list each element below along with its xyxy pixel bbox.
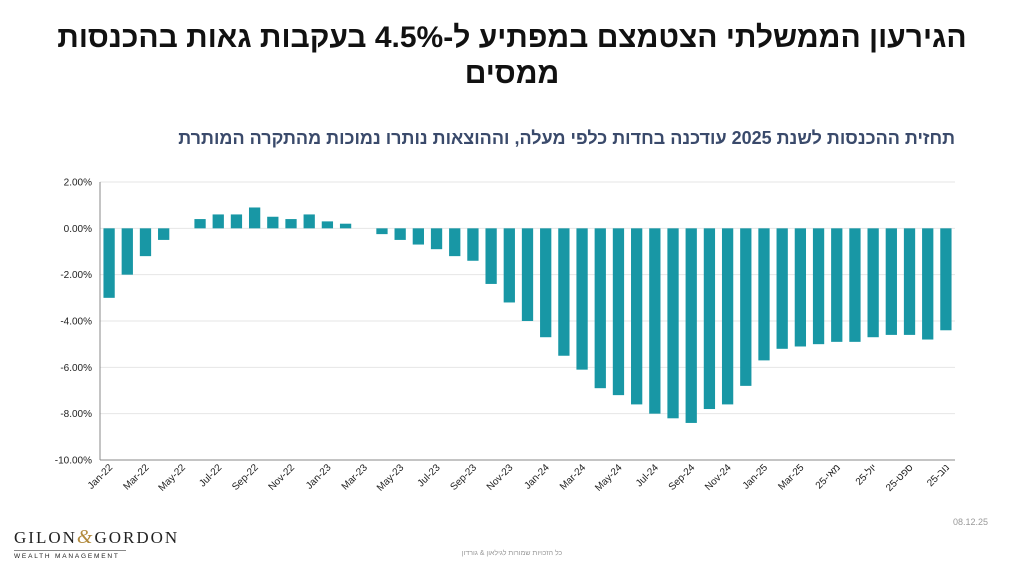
x-tick-label: Jul-23 — [416, 462, 443, 489]
bar-Nov-24 — [721, 228, 734, 405]
x-tick-label: Sep-22 — [230, 462, 261, 493]
bar-Jan-25 — [758, 228, 770, 361]
bar-Sep-22 — [248, 207, 261, 229]
bar-May-24 — [612, 228, 625, 396]
bar-Nov-22 — [285, 219, 297, 229]
x-tick-label: Jan-25 — [741, 462, 771, 492]
bar-ספט-25 — [903, 228, 916, 335]
bar-Nov-23 — [503, 228, 515, 303]
x-tick-label: יול-25 — [853, 462, 879, 488]
bar-Dec-24 — [740, 228, 752, 386]
bar-אוק-25 — [922, 228, 934, 340]
bar-Oct-24 — [703, 228, 716, 410]
bar-Jun-22 — [194, 219, 206, 229]
page-title: הגירעון הממשלתי הצטמצם במפתיע ל-4.5% בעק… — [57, 21, 967, 90]
y-tick-labels: 2.00% 0.00% -2.00% -4.00% -6.00% -8.00% -10.00… — [55, 178, 92, 467]
bar-Dec-23 — [521, 228, 534, 321]
y-tick-label: -8.00% — [60, 409, 92, 420]
x-tick-label: Sep-23 — [448, 462, 479, 493]
y-tick-label: 0.00% — [64, 224, 92, 235]
bar-Sep-24 — [685, 228, 697, 423]
bar-Oct-22 — [267, 216, 279, 229]
bar-Dec-22 — [303, 214, 315, 229]
copyright-footer: כל הזכויות שמורות לגילאון & גורדון — [461, 550, 563, 557]
bar-Jun-24 — [631, 228, 643, 405]
x-tick-label: Mar-25 — [776, 462, 806, 492]
bar-Mar-25 — [794, 228, 807, 347]
bar-Jul-23 — [430, 228, 443, 250]
bar-Feb-24 — [558, 228, 570, 356]
bar-Apr-23 — [376, 228, 388, 235]
bar-Apr-22 — [158, 228, 170, 240]
bar-Aug-22 — [230, 214, 243, 229]
x-tick-labels: Jan-22 Mar-22 May-22 Jul-22 Sep-22 Nov-22 Jan-… — [86, 462, 952, 494]
bar-אוג-25 — [885, 228, 897, 335]
bar-Jan-22 — [103, 228, 115, 298]
x-tick-label: Mar-24 — [558, 462, 588, 492]
bar-Feb-25 — [776, 228, 788, 349]
bar-Jul-22 — [212, 214, 224, 229]
bar-May-23 — [394, 228, 406, 240]
bar-Oct-23 — [485, 228, 497, 284]
bar-Aug-24 — [667, 228, 679, 419]
x-tick-label: ספט-25 — [884, 462, 916, 494]
bar-Sep-23 — [467, 228, 479, 261]
page-subtitle: תחזית ההכנסות לשנת 2025 עודכנה בחדות כלפ… — [178, 128, 955, 148]
x-tick-label: May-24 — [593, 462, 625, 494]
y-tick-label: 2.00% — [64, 178, 92, 189]
bar-נוב-25 — [940, 228, 952, 331]
bar-מאי-25 — [831, 228, 843, 342]
bar-יוני-25 — [849, 228, 861, 342]
axes — [99, 182, 955, 461]
bar-Jul-24 — [649, 228, 661, 414]
bar-Feb-23 — [339, 223, 352, 229]
y-tick-label: -2.00% — [60, 270, 92, 281]
bar-Mar-24 — [576, 228, 588, 370]
x-tick-label: May-22 — [157, 462, 189, 494]
date-label: 08.12.25 — [952, 517, 988, 527]
x-tick-label: Sep-24 — [667, 462, 698, 493]
x-tick-label: Mar-23 — [340, 462, 370, 492]
bar-Mar-22 — [139, 228, 152, 257]
y-tick-label: -10.00% — [55, 456, 92, 467]
x-tick-label: Nov-24 — [703, 462, 734, 493]
y-tick-label: -6.00% — [60, 363, 92, 374]
deficit-bar-chart: 2.00% 0.00% -2.00% -4.00% -6.00% -8.00% -10.00… — [55, 178, 955, 494]
logo-subline: WEALTH MANAGEMENT — [14, 550, 126, 560]
logo-ampersand: & — [76, 526, 95, 548]
bar-Jun-23 — [412, 228, 424, 245]
x-tick-label: Jul-22 — [197, 462, 224, 489]
x-tick-label: Jan-23 — [304, 462, 334, 492]
x-tick-label: Nov-22 — [267, 462, 298, 493]
bar-Jan-23 — [321, 221, 334, 229]
x-tick-label: Nov-23 — [485, 462, 516, 493]
x-tick-label: נוב-25 — [925, 462, 952, 489]
logo-left-word: GILON — [14, 528, 77, 547]
brand-logo: GILON&GORDON WEALTH MANAGEMENT — [14, 526, 177, 560]
bar-יול-25 — [867, 228, 879, 338]
y-tick-label: -4.00% — [60, 317, 92, 328]
bar-Aug-23 — [449, 228, 461, 257]
bar-Jan-24 — [540, 228, 552, 338]
bar-Apr-25 — [812, 228, 825, 345]
x-tick-label: מאי-25 — [814, 462, 843, 491]
bar-Feb-22 — [121, 228, 133, 275]
x-tick-label: Jul-24 — [634, 462, 661, 489]
x-tick-label: Jan-24 — [522, 462, 552, 492]
logo-right-word: GORDON — [94, 528, 180, 547]
bar-Apr-24 — [594, 228, 606, 389]
bars — [103, 207, 952, 423]
x-tick-label: May-23 — [375, 462, 407, 494]
x-tick-label: Mar-22 — [121, 462, 151, 492]
